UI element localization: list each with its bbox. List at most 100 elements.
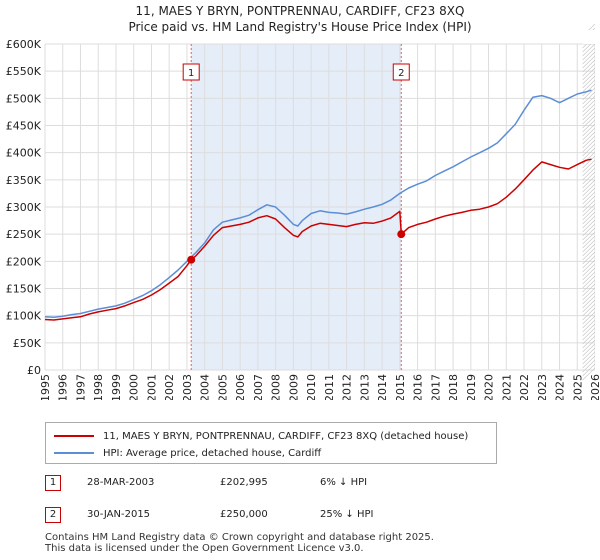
hatch-line (582, 43, 596, 57)
legend-item-hpi: HPI: Average price, detached house, Card… (54, 445, 321, 461)
x-tick-label: 2003 (181, 374, 194, 400)
hatch-line (582, 331, 596, 345)
chart-subtitle: Price paid vs. HM Land Registry's House … (128, 20, 472, 34)
y-tick-label: £400K (6, 147, 42, 160)
price-chart: £0 £50K £100K £150K £200K £250K £300K £350K £400… (6, 23, 600, 400)
hatch-line (582, 303, 596, 317)
hatch-line (582, 207, 596, 221)
hatch-line (582, 59, 596, 73)
hatch-line (582, 131, 596, 145)
x-tick-label: 2004 (199, 374, 212, 400)
sale-badge: 1 (45, 475, 61, 491)
hatch-line (582, 235, 596, 249)
x-tick-label: 2001 (145, 374, 158, 400)
hatch-mask (595, 43, 600, 371)
hatch-line (582, 87, 596, 101)
y-tick-label: £250K (6, 228, 42, 241)
hatch-line (582, 355, 596, 369)
hatch-line (582, 99, 596, 113)
chart-title: 11, MAES Y BRYN, PONTPRENNAU, CARDIFF, C… (135, 4, 465, 18)
x-tick-label: 1997 (74, 374, 87, 400)
sale-2-point (397, 230, 406, 239)
hatch-line (582, 255, 596, 269)
hatch-line (582, 75, 596, 89)
hatch-mask (582, 30, 596, 44)
sale-1-box-label: 1 (188, 68, 194, 79)
hatch-line (582, 315, 596, 329)
y-tick-label: £200K (6, 255, 42, 268)
hatch-line (582, 347, 596, 361)
hatch-line (582, 299, 596, 313)
sale-price: £250,000 (220, 509, 268, 520)
hatch-line (582, 275, 596, 289)
footer-copyright: Contains HM Land Registry data © Crown c… (45, 532, 434, 543)
x-tick-label: 2024 (554, 374, 567, 400)
x-tick-label: 2014 (376, 374, 389, 400)
hatch-line (582, 271, 596, 285)
hatch-line (582, 319, 596, 333)
hatch-line (582, 47, 596, 61)
hatch-line (582, 311, 596, 325)
x-tick-label: 2009 (287, 374, 300, 400)
hatch-line (582, 231, 596, 245)
sale-2-box-label: 2 (398, 68, 404, 79)
hatch-line (582, 139, 596, 153)
y-tick-label: £450K (6, 120, 42, 133)
sale-hpi-diff: 6% ↓ HPI (320, 477, 368, 488)
x-tick-label: 2016 (412, 374, 425, 400)
x-tick-label: 2022 (518, 374, 531, 400)
x-tick-label: 2018 (447, 374, 460, 400)
legend-swatch-hpi (54, 452, 94, 454)
y-tick-label: £300K (6, 201, 42, 214)
hatch-line (582, 351, 596, 365)
sale-date: 28-MAR-2003 (87, 477, 155, 488)
sale-2-box (392, 63, 410, 81)
hatch-line (582, 199, 596, 213)
hatch-line (582, 159, 596, 173)
x-tick-label: 2023 (536, 374, 549, 400)
y-tick-label: £50K (13, 337, 42, 350)
hatch-line (582, 215, 596, 229)
hatch-line (582, 263, 596, 277)
projection-hatching (582, 23, 600, 381)
property-price-line (44, 158, 592, 321)
x-tick-label: 2012 (341, 374, 354, 400)
hatch-line (582, 267, 596, 281)
hatch-line (582, 51, 596, 65)
x-tick-label: 2006 (234, 374, 247, 400)
x-tick-label: 2010 (305, 374, 318, 400)
y-tick-label: £500K (6, 92, 42, 105)
hatch-line (582, 363, 596, 377)
x-tick-label: 2019 (465, 374, 478, 400)
y-tick-label: £0 (27, 364, 41, 377)
x-axis-tick-labels: 1995 1996 1997 1998 1999 2000 2001 2002 2003 2004… (39, 374, 600, 400)
hatch-line (582, 95, 596, 109)
hatch-line (582, 227, 596, 241)
hatch-line (582, 327, 596, 341)
hatch-line (582, 295, 596, 309)
x-tick-label: 2017 (429, 374, 442, 400)
hatch-line (582, 323, 596, 337)
y-axis-tick-labels: £0 £50K £100K £150K £200K £250K £300K £350K £400… (6, 38, 42, 377)
hatch-line (582, 367, 596, 381)
hatch-line (582, 183, 596, 197)
hatch-line (582, 163, 596, 177)
x-tick-label: 2021 (500, 374, 513, 400)
hatch-line (582, 223, 596, 237)
hatch-line (582, 175, 596, 189)
legend-swatch-property (54, 435, 94, 437)
legend-label-property: 11, MAES Y BRYN, PONTPRENNAU, CARDIFF, C… (103, 430, 469, 442)
hatch-line (582, 119, 596, 133)
y-tick-label: £100K (6, 310, 42, 323)
hatch-line (582, 71, 596, 85)
hatch-line (582, 343, 596, 357)
x-tick-label: 2000 (128, 374, 141, 400)
hatch-line (582, 167, 596, 181)
hatch-line (582, 247, 596, 261)
hatch-line (582, 219, 596, 233)
y-tick-label: £350K (6, 174, 42, 187)
legend-item-property: 11, MAES Y BRYN, PONTPRENNAU, CARDIFF, C… (54, 428, 468, 444)
x-tick-label: 1999 (110, 374, 123, 400)
hatch-line (582, 243, 596, 257)
